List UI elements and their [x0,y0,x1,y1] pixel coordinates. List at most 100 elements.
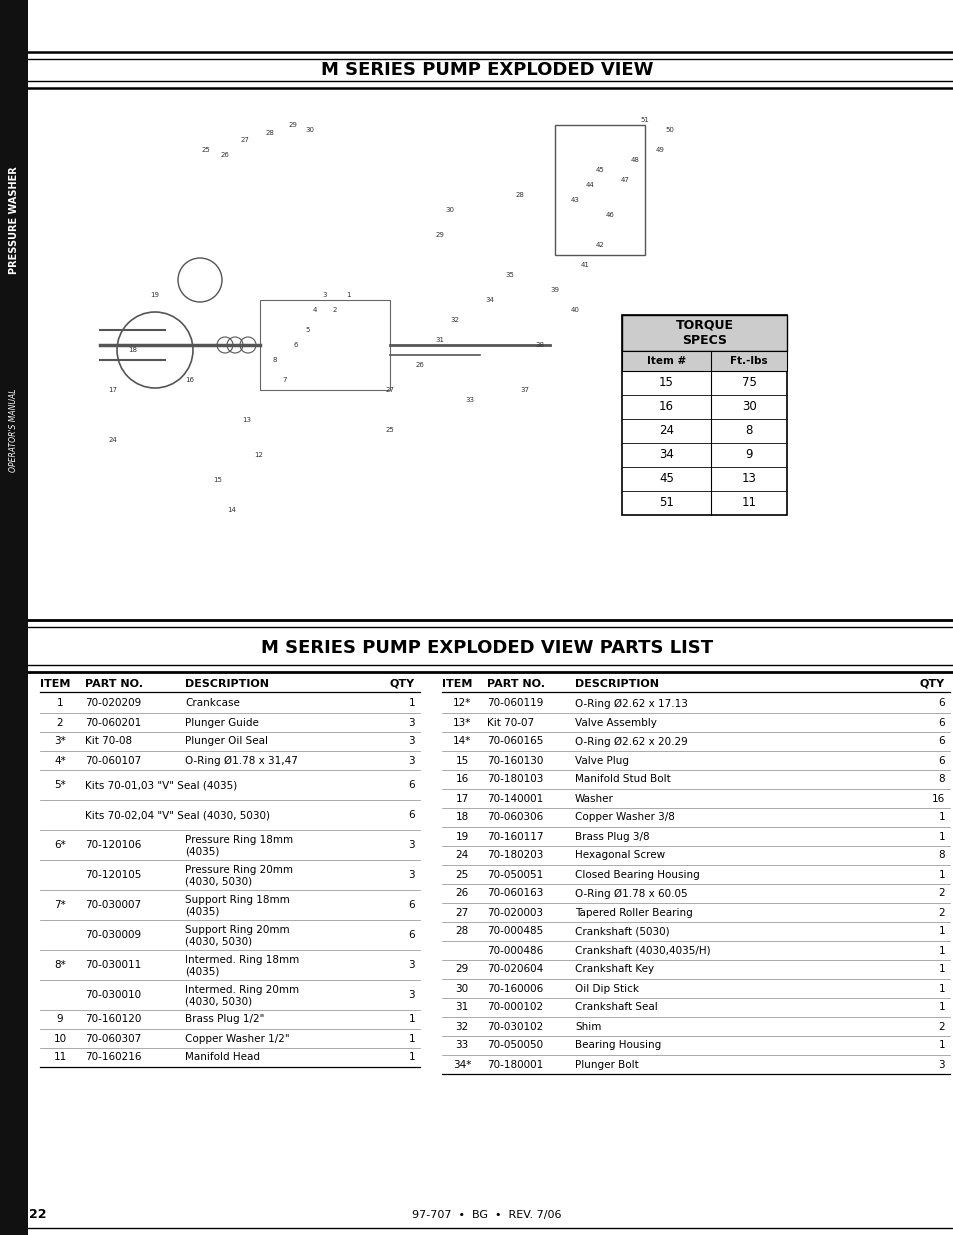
Text: 13: 13 [242,417,252,424]
Text: Brass Plug 3/8: Brass Plug 3/8 [575,831,649,841]
Text: 70-000102: 70-000102 [486,1003,542,1013]
Text: 70-160006: 70-160006 [486,983,542,993]
Text: (4035): (4035) [185,847,219,857]
Text: 19: 19 [455,831,468,841]
Text: 70-030102: 70-030102 [486,1021,542,1031]
Text: 25: 25 [385,427,394,433]
Text: Support Ring 18mm: Support Ring 18mm [185,894,290,904]
Text: 3: 3 [408,756,415,766]
Text: 11: 11 [53,1052,67,1062]
Text: 70-160216: 70-160216 [85,1052,141,1062]
Text: 1: 1 [408,1052,415,1062]
Bar [555,125,644,254]
Text: 16: 16 [455,774,468,784]
Text: 10: 10 [53,1034,67,1044]
Text: 6: 6 [408,930,415,940]
Text: Pressure Ring 18mm: Pressure Ring 18mm [185,835,293,845]
Text: 1: 1 [408,1034,415,1044]
Text: O-Ring Ø2.62 x 20.29: O-Ring Ø2.62 x 20.29 [575,736,687,747]
Text: 70-160120: 70-160120 [85,1014,141,1025]
Text: 3: 3 [408,960,415,969]
Text: 6: 6 [408,781,415,790]
Text: 31: 31 [435,337,444,343]
Text: 34*: 34* [453,1060,471,1070]
Text: 32: 32 [450,317,459,324]
Text: Manifold Head: Manifold Head [185,1052,260,1062]
Text: 70-060307: 70-060307 [85,1034,141,1044]
Text: Kits 70-02,04 "V" Seal (4030, 5030): Kits 70-02,04 "V" Seal (4030, 5030) [85,810,270,820]
Text: 24: 24 [659,425,674,437]
Text: 46: 46 [605,212,614,219]
Text: 6*: 6* [54,840,66,850]
Text: Copper Washer 3/8: Copper Washer 3/8 [575,813,674,823]
Text: 29: 29 [455,965,468,974]
Text: 70-060107: 70-060107 [85,756,141,766]
Text: 70-050051: 70-050051 [486,869,542,879]
Text: 9: 9 [56,1014,63,1025]
Bar [260,300,390,390]
Text: 1: 1 [938,831,944,841]
Text: 30: 30 [445,207,454,212]
Text: 14: 14 [228,508,236,513]
Text: 2: 2 [938,908,944,918]
Text: 1: 1 [938,1003,944,1013]
Text: 6: 6 [294,342,298,348]
Text: 34: 34 [485,296,494,303]
Text: Support Ring 20mm: Support Ring 20mm [185,925,290,935]
Text: 14*: 14* [453,736,471,746]
Text: 70-180203: 70-180203 [486,851,543,861]
Text: 16: 16 [931,794,944,804]
Text: 6: 6 [938,736,944,746]
Text: Closed Bearing Housing: Closed Bearing Housing [575,869,699,879]
Text: Valve Assembly: Valve Assembly [575,718,657,727]
Text: 45: 45 [595,167,604,173]
Text: 2: 2 [56,718,63,727]
Text: Washer: Washer [575,794,613,804]
Text: 37: 37 [520,387,529,393]
Text: 7: 7 [282,377,287,383]
Text: Crankshaft Seal: Crankshaft Seal [575,1003,657,1013]
Text: Manifold Stud Bolt: Manifold Stud Bolt [575,774,670,784]
Text: 27: 27 [455,908,468,918]
Text: 51: 51 [659,496,673,510]
Text: O-Ring Ø1.78 x 60.05: O-Ring Ø1.78 x 60.05 [575,888,687,899]
Text: 1: 1 [938,1041,944,1051]
Text: 1: 1 [938,983,944,993]
Text: 35: 35 [505,272,514,278]
Text: 45: 45 [659,473,673,485]
Text: 70-140001: 70-140001 [486,794,542,804]
Bar [621,351,786,370]
Text: 40: 40 [570,308,578,312]
Text: 2: 2 [938,1021,944,1031]
Text: 4: 4 [313,308,316,312]
Text: 70-120105: 70-120105 [85,869,141,881]
Text: 5: 5 [306,327,310,333]
Text: 39: 39 [550,287,558,293]
Text: 43: 43 [570,198,578,203]
Bar [621,315,786,515]
Text: 42: 42 [595,242,604,248]
Text: (4030, 5030): (4030, 5030) [185,997,252,1007]
Text: PART NO.: PART NO. [486,679,544,689]
Text: 70-160117: 70-160117 [486,831,543,841]
Text: 28: 28 [515,191,524,198]
Text: 25: 25 [455,869,468,879]
Text: 18: 18 [455,813,468,823]
Text: 27: 27 [240,137,249,143]
Text: QTY: QTY [919,679,944,689]
Text: Crankcase: Crankcase [185,699,239,709]
Text: 3: 3 [408,840,415,850]
Text: Crankshaft (5030): Crankshaft (5030) [575,926,669,936]
Text: 70-000486: 70-000486 [486,946,542,956]
Text: 2: 2 [938,888,944,899]
Text: 8: 8 [744,425,752,437]
Text: 3: 3 [938,1060,944,1070]
Text: 29: 29 [436,232,444,238]
Text: Plunger Guide: Plunger Guide [185,718,258,727]
Text: 24: 24 [455,851,468,861]
Text: Kits 70-01,03 "V" Seal (4035): Kits 70-01,03 "V" Seal (4035) [85,781,237,790]
Text: 28: 28 [265,130,274,136]
Text: 15: 15 [455,756,468,766]
Text: 3: 3 [408,736,415,746]
Text: 70-060119: 70-060119 [486,699,543,709]
